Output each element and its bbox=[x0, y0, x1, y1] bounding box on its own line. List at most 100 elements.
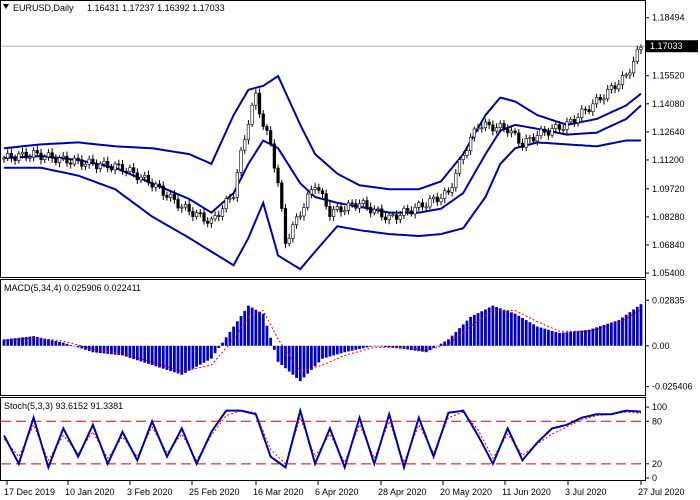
macd-bar bbox=[258, 311, 261, 346]
price-tick-label: 1.12640 bbox=[652, 127, 685, 137]
candle bbox=[183, 201, 188, 211]
macd-bar bbox=[447, 339, 450, 346]
candle bbox=[243, 135, 247, 154]
candle bbox=[217, 210, 221, 222]
macd-tick-label: -0.025406 bbox=[652, 382, 693, 392]
candle bbox=[269, 126, 273, 147]
macd-bar bbox=[550, 330, 554, 346]
candle bbox=[265, 123, 269, 136]
macd-bar bbox=[6, 338, 10, 346]
macd-bar bbox=[609, 322, 613, 346]
macd-bar bbox=[421, 345, 424, 352]
candle bbox=[161, 181, 165, 201]
candle bbox=[124, 167, 128, 177]
macd-bar bbox=[135, 345, 139, 361]
x-tick-label: 6 Apr 2020 bbox=[315, 487, 359, 497]
macd-bar bbox=[369, 345, 373, 347]
macd-bar bbox=[217, 345, 221, 348]
macd-bar bbox=[150, 345, 154, 366]
candle bbox=[413, 203, 417, 219]
macd-bar bbox=[517, 315, 521, 346]
candle bbox=[332, 205, 336, 221]
candle bbox=[324, 189, 328, 210]
axis-layer: 1.18494 1.15520 1.14080 1.12640 1.11200 1.097… bbox=[4, 13, 698, 497]
macd-bar bbox=[61, 342, 65, 346]
candle bbox=[346, 199, 351, 215]
candle bbox=[550, 124, 554, 138]
macd-bar bbox=[47, 339, 50, 346]
macd-bar bbox=[558, 332, 561, 346]
price-tick-label: 1.14080 bbox=[652, 99, 685, 109]
candle bbox=[224, 195, 228, 213]
candle bbox=[450, 183, 454, 197]
price-tick-label: 1.18494 bbox=[652, 13, 685, 23]
candle bbox=[69, 159, 73, 169]
candle bbox=[635, 45, 639, 65]
candle bbox=[191, 207, 195, 222]
candle bbox=[639, 44, 643, 55]
price-tick-label: 1.05400 bbox=[652, 268, 685, 278]
stoch-tick-label: 80 bbox=[652, 416, 662, 426]
candle bbox=[576, 113, 580, 127]
macd-bar bbox=[202, 345, 206, 363]
candle bbox=[298, 211, 302, 221]
candle bbox=[539, 125, 543, 140]
macd-bar bbox=[58, 341, 61, 346]
candle bbox=[561, 124, 565, 134]
candle bbox=[220, 205, 225, 221]
macd-bar bbox=[128, 345, 132, 358]
macd-bar bbox=[409, 345, 413, 351]
macd-bar bbox=[513, 313, 517, 346]
macd-bar bbox=[606, 323, 610, 346]
candle bbox=[202, 208, 206, 225]
candle bbox=[609, 82, 613, 94]
candle bbox=[83, 161, 88, 170]
macd-bar bbox=[269, 337, 273, 346]
candle bbox=[91, 154, 95, 167]
ohlc-label: 1.16431 1.17237 1.16392 1.17033 bbox=[87, 3, 225, 13]
macd-bar bbox=[498, 308, 502, 346]
macd-bar bbox=[443, 341, 447, 346]
candle bbox=[294, 213, 299, 229]
macd-bar bbox=[187, 345, 191, 371]
macd-bar bbox=[43, 338, 47, 346]
price-tick-label: 1.06840 bbox=[652, 240, 685, 250]
candle bbox=[357, 199, 362, 213]
macd-bar bbox=[313, 345, 317, 367]
candle bbox=[617, 79, 621, 93]
candle bbox=[46, 148, 51, 161]
x-tick-label: 17 Dec 2019 bbox=[4, 487, 55, 497]
macd-bar bbox=[180, 345, 184, 375]
macd-bar bbox=[547, 329, 550, 346]
x-tick-label: 16 Mar 2020 bbox=[253, 487, 304, 497]
candle bbox=[235, 169, 239, 202]
macd-bar bbox=[161, 345, 165, 369]
macd-bar bbox=[276, 345, 280, 362]
macd-bar bbox=[84, 345, 87, 350]
macd-bar bbox=[254, 309, 258, 346]
candle bbox=[2, 155, 6, 163]
macd-bar bbox=[206, 345, 210, 361]
macd-bar bbox=[506, 310, 510, 346]
candle bbox=[624, 72, 628, 79]
macd-bar bbox=[539, 327, 543, 346]
candle bbox=[483, 118, 488, 132]
candle bbox=[146, 170, 151, 186]
macd-bar bbox=[602, 324, 606, 346]
candle bbox=[198, 209, 202, 218]
macd-bar bbox=[17, 337, 21, 346]
candle bbox=[35, 145, 39, 156]
macd-bar bbox=[117, 345, 121, 356]
candle bbox=[154, 181, 158, 192]
macd-bar bbox=[10, 338, 13, 346]
macd-bar bbox=[472, 315, 476, 346]
chart-arrow-icon bbox=[3, 4, 9, 9]
macd-bar bbox=[435, 345, 439, 347]
candle bbox=[394, 210, 399, 224]
macd-bar bbox=[335, 345, 339, 355]
candle bbox=[257, 88, 262, 118]
candle bbox=[402, 205, 406, 220]
candle bbox=[420, 198, 425, 211]
macd-bar bbox=[247, 305, 250, 346]
macd-bar bbox=[580, 330, 584, 346]
